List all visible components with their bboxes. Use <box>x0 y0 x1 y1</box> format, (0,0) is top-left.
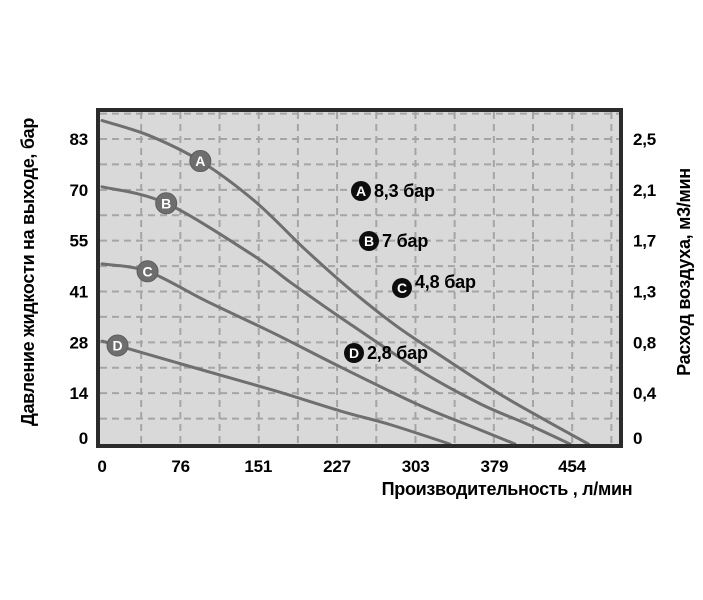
legend-marker-C <box>392 278 412 298</box>
legend-label-A: 8,3 бар <box>374 181 435 201</box>
x-tick-label: 0 <box>97 457 106 476</box>
y-right-tick-label: 0,8 <box>633 333 656 352</box>
y-left-tick-label: 14 <box>69 384 88 403</box>
legend-marker-letter-D: D <box>349 345 359 361</box>
y-left-tick-label: 28 <box>69 333 88 352</box>
curve-marker-label-B: B <box>161 195 171 211</box>
legend-label-B: 7 бар <box>382 231 428 251</box>
y-right-tick-label: 1,7 <box>633 232 656 251</box>
chart-generated-layer: A B C D A 8,3 бар B 7 бар C 4,8 бар D 2,8 бар 0 14 28 4… <box>69 108 657 476</box>
y-right-tick-label: 0 <box>633 429 642 448</box>
legend-label-D: 2,8 бар <box>367 343 428 363</box>
x-tick-label: 454 <box>558 457 587 476</box>
y-right-tick-label: 0,4 <box>633 384 657 403</box>
curve-A <box>100 119 590 446</box>
y-right-tick-label: 2,5 <box>633 130 656 149</box>
x-tick-label: 227 <box>323 457 351 476</box>
y-right-tick-label: 2,1 <box>633 181 656 200</box>
curve-marker-C <box>136 260 159 283</box>
curve-marker-label-C: C <box>142 263 152 279</box>
curve-marker-label-A: A <box>195 153 205 169</box>
x-tick-label: 379 <box>480 457 508 476</box>
y-right-tick-label: 1,3 <box>633 283 656 302</box>
legend-marker-letter-C: C <box>397 280 407 296</box>
legend-marker-D <box>344 343 364 363</box>
curve-marker-label-D: D <box>112 338 122 354</box>
curve-marker-B <box>155 192 178 215</box>
curve-B <box>100 185 572 446</box>
curve-marker-A <box>189 150 212 173</box>
x-axis-title: Производительность , л/мин <box>382 479 633 499</box>
y-left-tick-label: 83 <box>69 130 88 149</box>
legend-label-C: 4,8 бар <box>415 272 476 292</box>
x-tick-label: 76 <box>171 457 190 476</box>
legend-marker-A <box>351 181 371 201</box>
y-left-tick-label: 55 <box>69 232 88 251</box>
legend-marker-B <box>359 231 379 251</box>
x-tick-label: 303 <box>402 457 430 476</box>
legend-marker-letter-A: A <box>356 183 366 199</box>
y-left-tick-label: 70 <box>69 181 88 200</box>
y-left-tick-label: 41 <box>69 283 88 302</box>
curve-marker-D <box>106 334 129 357</box>
plot-area <box>98 110 621 446</box>
y-left-tick-label: 0 <box>79 429 88 448</box>
plot-frame <box>96 108 623 448</box>
x-tick-label: 151 <box>244 457 272 476</box>
y-left-axis-title: Давление жидкости на выходе, бар <box>18 118 38 426</box>
legend-marker-letter-B: B <box>364 233 374 249</box>
y-right-axis-title: Расход воздуха, м3/мин <box>674 168 694 376</box>
